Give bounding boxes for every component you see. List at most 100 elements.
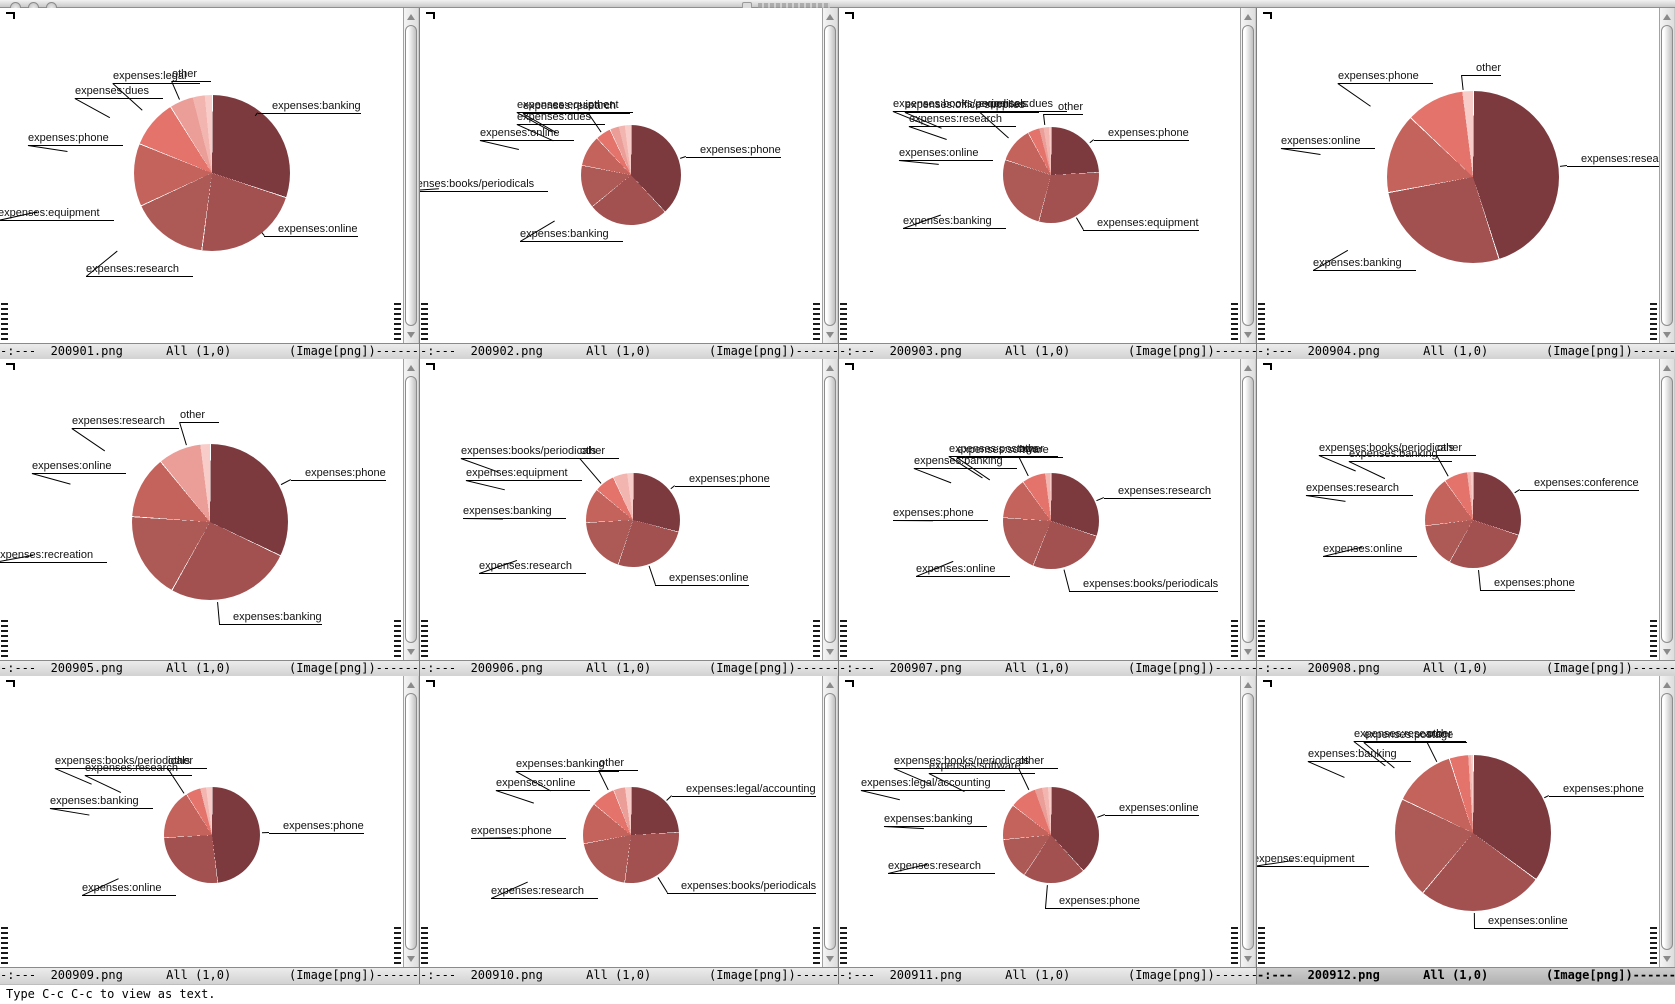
scrollbar-thumb[interactable] [1242, 693, 1254, 950]
scroll-down-icon[interactable] [1244, 956, 1252, 962]
scroll-down-icon[interactable] [826, 332, 834, 338]
vertical-scrollbar[interactable] [403, 676, 419, 967]
scroll-down-icon[interactable] [1244, 649, 1252, 655]
pie-label: expenses:equipment [1083, 217, 1199, 231]
scroll-up-icon[interactable] [1244, 365, 1252, 371]
vertical-scrollbar[interactable] [822, 676, 838, 967]
pie-label: expenses:research [72, 415, 179, 429]
vertical-scrollbar[interactable] [1240, 676, 1256, 967]
scroll-up-icon[interactable] [1663, 14, 1671, 20]
pie-label: expenses:banking [50, 795, 153, 809]
minibuffer-echo-area: Type C-c C-c to view as text. [0, 984, 1675, 1004]
pie-label: expenses:books/periodicals [667, 880, 817, 894]
pie-label-leader-line [1307, 761, 1345, 778]
scroll-down-icon[interactable] [1663, 956, 1671, 962]
scroll-down-icon[interactable] [407, 956, 415, 962]
pie-label-leader-line [892, 520, 933, 522]
pie-chart [1387, 91, 1559, 263]
image-view: expenses:banking other expenses:online expe… [420, 676, 838, 967]
pie-label: expenses:research [86, 263, 193, 277]
scroll-down-icon[interactable] [1663, 332, 1671, 338]
pie-label: expenses:legal [113, 70, 201, 84]
image-corner-cursor-mark [845, 12, 854, 19]
image-view: expenses:books/periodicals expenses:resea… [0, 676, 419, 967]
scroll-up-icon[interactable] [407, 365, 415, 371]
scroll-down-icon[interactable] [1663, 649, 1671, 655]
pie-label: expenses:research [888, 860, 995, 874]
scroll-up-icon[interactable] [1244, 682, 1252, 688]
pie-label: other [599, 757, 639, 771]
scrollbar-thumb[interactable] [824, 693, 836, 950]
scroll-up-icon[interactable] [407, 682, 415, 688]
scroll-up-icon[interactable] [826, 365, 834, 371]
image-corner-cursor-mark [1263, 363, 1272, 370]
modeline[interactable]: -:--- 200912.png All (1,0) (Image[png])-… [1257, 967, 1675, 984]
scroll-down-icon[interactable] [826, 649, 834, 655]
pie-label: expenses:online [264, 223, 358, 237]
scrollbar-thumb[interactable] [405, 25, 417, 326]
pie-chart [1425, 472, 1521, 568]
pie-label: expenses:phone [675, 473, 770, 487]
pie-label: expenses:books/periodicals [420, 178, 549, 192]
pie-chart [134, 95, 290, 251]
pie-label: expenses:phone [28, 132, 123, 146]
vertical-scrollbar[interactable] [1659, 359, 1675, 660]
modeline[interactable]: -:--- 200906.png All (1,0) (Image[png])-… [420, 660, 838, 676]
modeline[interactable]: -:--- 200902.png All (1,0) (Image[png])-… [420, 343, 838, 359]
scrollbar-thumb[interactable] [405, 376, 417, 643]
pie-label-leader-line [1473, 912, 1475, 928]
scroll-up-icon[interactable] [826, 682, 834, 688]
modeline[interactable]: -:--- 200904.png All (1,0) (Image[png])-… [1257, 343, 1675, 359]
pie-label: expenses:books/periodicals [1319, 442, 1469, 456]
modeline[interactable]: -:--- 200903.png All (1,0) (Image[png])-… [839, 343, 1256, 359]
modeline[interactable]: -:--- 200901.png All (1,0) (Image[png])-… [0, 343, 419, 359]
vertical-scrollbar[interactable] [403, 359, 419, 660]
vertical-scrollbar[interactable] [822, 8, 838, 343]
scroll-up-icon[interactable] [826, 14, 834, 20]
pie-label-leader-line [1337, 83, 1371, 107]
scrollbar-thumb[interactable] [824, 376, 836, 643]
scroll-down-icon[interactable] [1244, 332, 1252, 338]
modeline[interactable]: -:--- 200911.png All (1,0) (Image[png])-… [839, 967, 1256, 984]
pie-chart [132, 444, 288, 600]
modeline[interactable]: -:--- 200908.png All (1,0) (Image[png])-… [1257, 660, 1675, 676]
scrollbar-thumb[interactable] [824, 25, 836, 326]
scroll-up-icon[interactable] [1663, 682, 1671, 688]
pie-label: other [580, 445, 620, 459]
pie-label-leader-line [462, 518, 503, 520]
scrollbar-thumb[interactable] [1661, 376, 1673, 643]
scrollbar-thumb[interactable] [1242, 376, 1254, 643]
vertical-scrollbar[interactable] [822, 359, 838, 660]
pie-label: expenses:banking [516, 758, 619, 772]
pie-label: expenses:phone [1549, 783, 1644, 797]
pie-label: expenses:recreation [0, 549, 108, 563]
modeline[interactable]: -:--- 200909.png All (1,0) (Image[png])-… [0, 967, 419, 984]
pie-label: expenses:research [909, 113, 1016, 127]
vertical-scrollbar[interactable] [1659, 676, 1675, 967]
scroll-down-icon[interactable] [407, 649, 415, 655]
scrollbar-thumb[interactable] [405, 693, 417, 950]
scroll-up-icon[interactable] [407, 14, 415, 20]
right-fringe-marks [1231, 927, 1238, 965]
scrollbar-thumb[interactable] [1661, 693, 1673, 950]
vertical-scrollbar[interactable] [1659, 8, 1675, 343]
pie-label-leader-line [179, 422, 188, 446]
modeline[interactable]: -:--- 200907.png All (1,0) (Image[png])-… [839, 660, 1256, 676]
vertical-scrollbar[interactable] [1240, 8, 1256, 343]
pie-label: expenses:software [957, 444, 1063, 458]
window-title-bar [0, 0, 1675, 13]
scroll-down-icon[interactable] [407, 332, 415, 338]
scroll-down-icon[interactable] [826, 956, 834, 962]
pie-label: expenses:online [480, 127, 574, 141]
scrollbar-thumb[interactable] [1661, 25, 1673, 326]
modeline[interactable]: -:--- 200905.png All (1,0) (Image[png])-… [0, 660, 419, 676]
scrollbar-thumb[interactable] [1242, 25, 1254, 326]
modeline[interactable]: -:--- 200910.png All (1,0) (Image[png])-… [420, 967, 838, 984]
vertical-scrollbar[interactable] [403, 8, 419, 343]
pie-label: expenses:phone [291, 467, 386, 481]
scroll-up-icon[interactable] [1244, 14, 1252, 20]
pie-label-leader-line [579, 458, 602, 484]
scroll-up-icon[interactable] [1663, 365, 1671, 371]
pie-label: expenses:postage [949, 443, 1053, 457]
vertical-scrollbar[interactable] [1240, 359, 1256, 660]
